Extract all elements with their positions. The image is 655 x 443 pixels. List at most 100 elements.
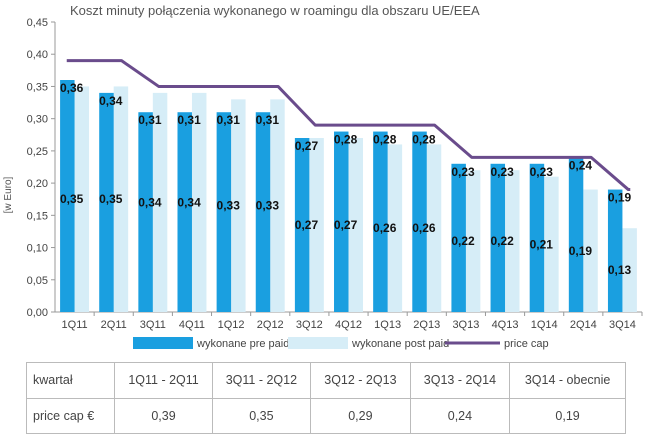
- table-cell: 0,24: [409, 397, 511, 434]
- bar-pre-paid: [373, 131, 388, 312]
- legend-swatch-pre-paid: [133, 337, 193, 349]
- bar-pre-paid: [451, 163, 466, 312]
- x-tick-label: 3Q11: [140, 319, 166, 331]
- axes: 0,00 0,05 0,10 0,15 0,20 0,25 0,30 0,35 0,40 0,45…: [27, 17, 643, 331]
- x-tick-label: 1Q11: [62, 319, 88, 331]
- x-tick-label: 4Q13: [492, 319, 519, 331]
- data-label-pre-paid: 0,27: [295, 139, 319, 153]
- bar-pre-paid: [99, 92, 114, 312]
- y-tick-label: 0,00: [27, 307, 48, 319]
- bar-pre-paid: [412, 131, 427, 312]
- legend-label-pre-paid: wykonane pre paid: [196, 338, 289, 350]
- data-label-pre-paid: 0,36: [60, 81, 84, 95]
- data-label-post-paid: 0,34: [177, 195, 201, 209]
- data-label-post-paid: 0,34: [138, 195, 162, 209]
- y-tick-label: 0,30: [27, 114, 48, 126]
- data-label-post-paid: 0,33: [217, 199, 241, 213]
- bar-pre-paid: [138, 112, 153, 312]
- data-label-pre-paid: 0,31: [256, 113, 280, 127]
- data-label-pre-paid: 0,31: [138, 113, 162, 127]
- data-label-pre-paid: 0,23: [451, 165, 475, 179]
- table-cell: 1Q11 - 2Q11: [114, 362, 213, 399]
- legend-swatch-post-paid: [288, 337, 348, 349]
- y-tick-label: 0,20: [27, 178, 48, 190]
- chart-title: Koszt minuty połączenia wykonanego w roa…: [70, 3, 480, 18]
- x-tick-label: 4Q12: [335, 319, 362, 331]
- x-tick-label: 3Q13: [452, 319, 479, 331]
- bar-post-paid: [622, 228, 637, 312]
- data-label-pre-paid: 0,31: [217, 113, 241, 127]
- legend: wykonane pre paid wykonane post paid price…: [133, 337, 549, 350]
- data-label-pre-paid: 0,28: [373, 133, 397, 147]
- x-tick-label: 3Q14: [609, 319, 636, 331]
- bar-pre-paid: [568, 157, 584, 312]
- x-tick-label: 2Q12: [257, 319, 284, 331]
- bar-post-paid: [113, 86, 129, 312]
- x-tick-label: 1Q14: [531, 319, 558, 331]
- table-row: price cap €0,39 0,35 0,29 0,24 0,19: [25, 397, 626, 434]
- table-cell: 3Q13 - 2Q14: [409, 362, 511, 399]
- bars: [60, 80, 637, 312]
- data-label-pre-paid: 0,28: [412, 133, 436, 147]
- data-label-pre-paid: 0,23: [530, 165, 554, 179]
- bar-post-paid: [348, 138, 363, 312]
- bar-pre-paid: [216, 112, 232, 312]
- y-tick-label: 0,35: [27, 81, 48, 93]
- data-label-post-paid: 0,19: [569, 244, 593, 258]
- x-tick-label: 1Q13: [374, 319, 401, 331]
- y-tick-label: 0,45: [27, 17, 48, 29]
- bar-pre-paid: [607, 189, 623, 312]
- table-cell: 0,35: [211, 397, 312, 434]
- bar-pre-paid: [529, 163, 545, 312]
- data-label-pre-paid: 0,19: [608, 191, 632, 205]
- bar-post-paid: [583, 189, 598, 312]
- data-label-post-paid: 0,22: [490, 234, 514, 248]
- bar-pre-paid: [490, 163, 506, 312]
- legend-label-post-paid: wykonane post paid: [351, 338, 449, 350]
- bar-pre-paid: [60, 80, 75, 312]
- bar-pre-paid: [294, 138, 310, 312]
- x-tick-label: 2Q14: [570, 319, 597, 331]
- data-label-post-paid: 0,27: [334, 218, 358, 232]
- data-label-pre-paid: 0,34: [99, 94, 123, 108]
- legend-label-price-cap: price cap: [504, 338, 549, 350]
- bar-post-paid: [426, 144, 442, 312]
- bar-post-paid: [505, 170, 520, 312]
- table-cell: 3Q12 - 2Q13: [310, 362, 411, 399]
- x-tick-label: 3Q12: [296, 319, 323, 331]
- data-label-pre-paid: 0,24: [569, 158, 593, 172]
- bar-pre-paid: [334, 131, 349, 312]
- table-row-header: kwartał: [25, 362, 116, 399]
- y-tick-label: 0,15: [27, 210, 48, 222]
- y-tick-label: 0,25: [27, 146, 48, 158]
- table-row-header: price cap €: [25, 397, 116, 434]
- data-label-post-paid: 0,26: [373, 221, 397, 235]
- data-label-post-paid: 0,22: [451, 234, 475, 248]
- data-labels: 0,36 0,35 0,34 0,35 0,31 0,34 0,31 0,34 0,31 0,33…: [60, 81, 632, 277]
- data-label-post-paid: 0,21: [530, 237, 554, 251]
- bar-post-paid: [465, 170, 481, 312]
- data-label-pre-paid: 0,23: [490, 165, 514, 179]
- price-cap-line: [66, 59, 631, 192]
- data-label-post-paid: 0,26: [412, 221, 436, 235]
- bar-post-paid: [231, 99, 246, 312]
- bar-post-paid: [309, 138, 324, 312]
- table-cell: 3Q14 - obecnie: [509, 362, 626, 399]
- x-tick-label: 1Q12: [218, 319, 245, 331]
- table-cell: 0,29: [310, 397, 411, 434]
- bar-post-paid: [191, 92, 207, 312]
- data-label-post-paid: 0,35: [99, 192, 123, 206]
- x-tick-label: 2Q13: [413, 319, 440, 331]
- y-tick-label: 0,05: [27, 275, 48, 287]
- table-row: kwartał 1Q11 - 2Q11 3Q11 - 2Q12 3Q12 - 2Q13…: [25, 362, 626, 399]
- bar-pre-paid: [255, 112, 271, 312]
- bar-pre-paid: [177, 112, 192, 312]
- table-cell: 0,19: [509, 397, 626, 434]
- bar-post-paid: [152, 92, 168, 312]
- table-cell: 0,39: [114, 397, 213, 434]
- data-label-pre-paid: 0,28: [334, 133, 358, 147]
- roaming-cost-chart: Koszt minuty połączenia wykonanego w roa…: [3, 3, 643, 350]
- data-label-post-paid: 0,27: [295, 218, 319, 232]
- bar-post-paid: [74, 86, 90, 312]
- x-tick-label: 2Q11: [101, 319, 127, 331]
